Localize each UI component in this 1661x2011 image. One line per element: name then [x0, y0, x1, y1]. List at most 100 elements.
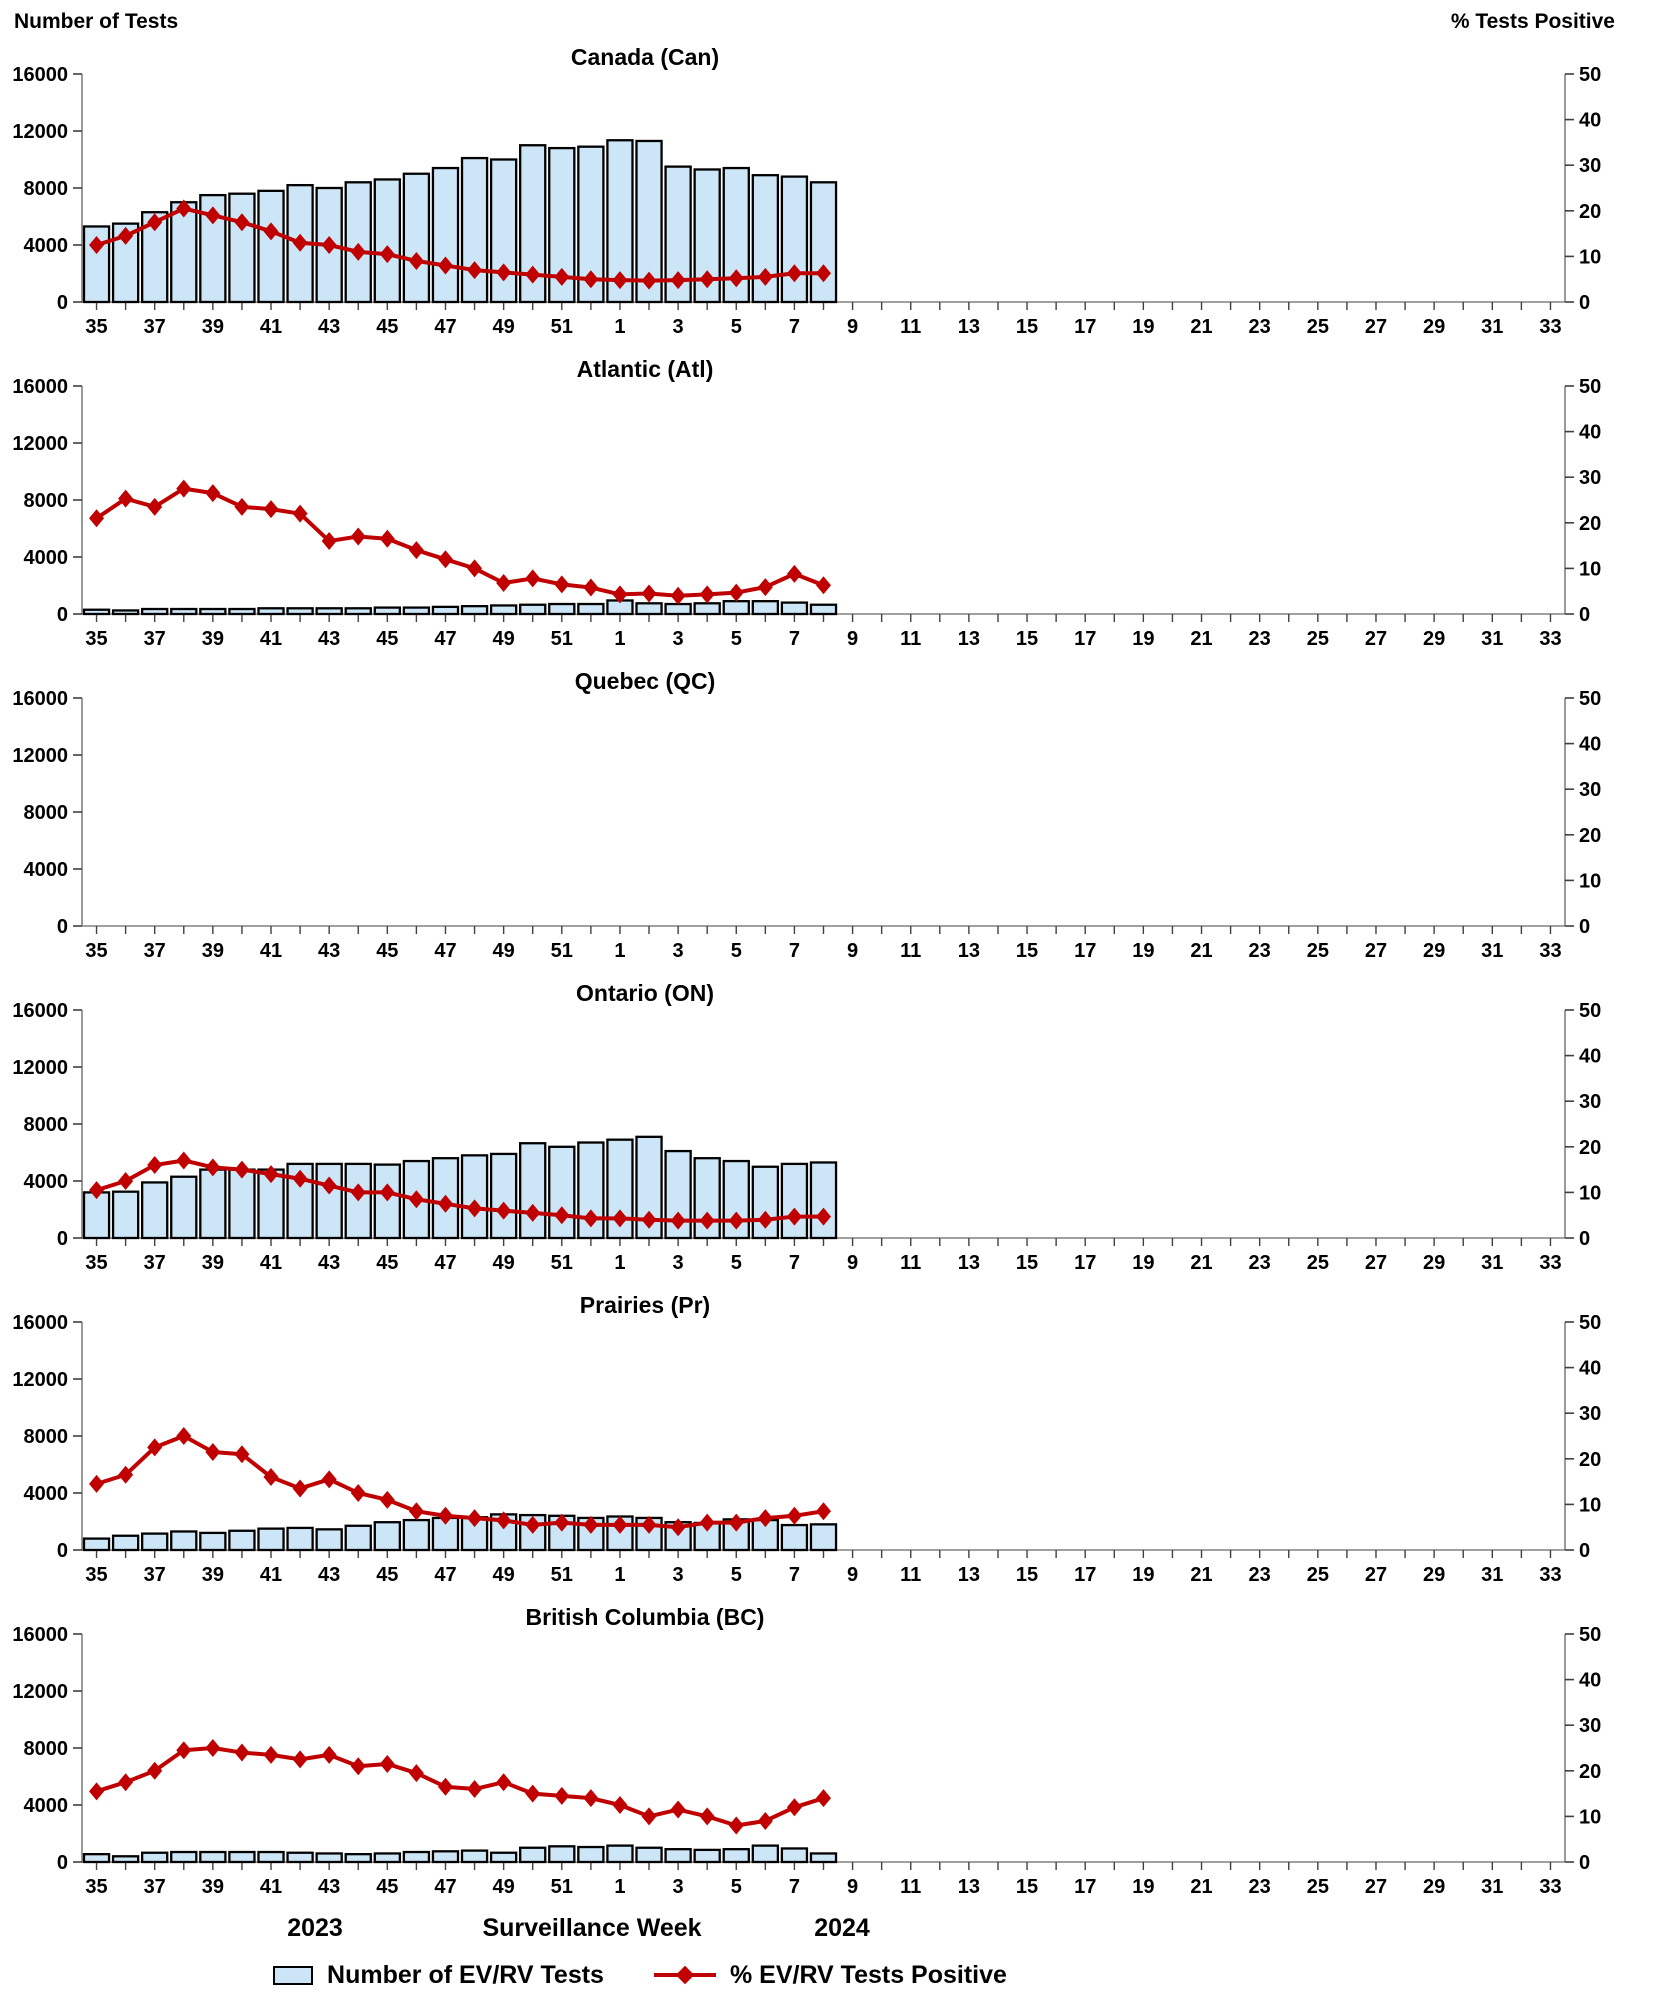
- left-tick-label: 16000: [12, 376, 68, 398]
- positivity-marker: [554, 1513, 570, 1532]
- tests-bar: [344, 1853, 372, 1864]
- week-tick-label: 33: [1539, 940, 1561, 962]
- positivity-marker: [467, 261, 483, 280]
- week-tick-label: 21: [1190, 1876, 1212, 1898]
- positivity-marker: [205, 1158, 221, 1177]
- positivity-marker: [118, 489, 134, 508]
- tests-bars-group: [82, 1513, 838, 1552]
- positivity-marker: [612, 1515, 628, 1534]
- week-tick-label: 25: [1307, 316, 1329, 338]
- positivity-marker: [641, 584, 657, 603]
- tests-bar: [402, 1850, 431, 1864]
- positivity-line-group: [89, 1151, 831, 1230]
- panel-title-ontario: Ontario (ON): [576, 980, 714, 1006]
- left-axis-ticks: 0 4000 8000 12000 16000: [12, 64, 82, 314]
- tests-bar: [693, 1157, 721, 1240]
- tests-bar: [170, 607, 198, 616]
- positivity-marker: [147, 1156, 163, 1175]
- week-tick-label: 11: [900, 1564, 921, 1586]
- positivity-marker: [321, 236, 337, 254]
- tests-bar: [111, 609, 140, 616]
- week-tick-label: 43: [318, 628, 340, 650]
- legend-bar-swatch: [273, 1965, 314, 1985]
- positivity-marker: [699, 270, 715, 289]
- week-tick-label: 29: [1423, 1252, 1445, 1274]
- panel-british-columbia: British Columbia (BC) 0 4000 8000 12000 1600…: [0, 1600, 1661, 1912]
- week-tick-label: 21: [1190, 1564, 1212, 1586]
- week-tick-label: 41: [260, 1564, 282, 1586]
- week-tick-label: 17: [1074, 316, 1096, 338]
- tests-bar: [199, 607, 227, 616]
- week-tick-label: 7: [789, 316, 800, 338]
- positivity-marker: [816, 1207, 831, 1226]
- tests-bar: [228, 1168, 256, 1240]
- positivity-marker: [205, 484, 221, 503]
- positivity-marker: [408, 541, 424, 560]
- tests-bar: [141, 607, 169, 616]
- week-tick-label: 47: [434, 940, 456, 962]
- left-tick-label: 4000: [24, 859, 69, 881]
- week-tick-label: 5: [731, 1564, 742, 1586]
- axes: [81, 1634, 1566, 1863]
- panel-quebec: Quebec (QC) 0 4000 8000 12000 16000 0 10 20 30 40…: [0, 664, 1661, 976]
- positivity-marker: [728, 1816, 744, 1835]
- tests-bar: [228, 192, 256, 304]
- positivity-marker: [728, 1211, 744, 1230]
- left-tick-label: 12000: [12, 1369, 68, 1391]
- week-tick-label: 37: [144, 1252, 166, 1274]
- positivity-marker: [612, 271, 628, 290]
- positivity-marker: [321, 1176, 337, 1195]
- tests-bar: [257, 1850, 285, 1864]
- right-tick-label: 0: [1579, 1228, 1590, 1250]
- week-tick-label: 33: [1539, 1876, 1561, 1898]
- week-tick-label: 23: [1249, 940, 1271, 962]
- right-tick-label: 30: [1579, 779, 1601, 801]
- week-tick-label: 35: [85, 316, 107, 338]
- week-tick-label: 45: [376, 940, 398, 962]
- right-tick-label: 0: [1579, 916, 1590, 938]
- tests-bar: [460, 1154, 489, 1240]
- week-tick-label: 25: [1307, 1876, 1329, 1898]
- tests-bar: [315, 607, 343, 616]
- positivity-marker: [641, 271, 657, 290]
- week-tick-label: 49: [493, 1564, 515, 1586]
- week-tick-label: 29: [1423, 316, 1445, 338]
- week-tick-label: 47: [434, 1564, 456, 1586]
- week-tick-label: 19: [1132, 628, 1154, 650]
- positivity-marker: [234, 1445, 250, 1464]
- week-tick-label: 19: [1132, 940, 1154, 962]
- right-tick-label: 20: [1579, 825, 1601, 847]
- tests-bar: [141, 1851, 169, 1864]
- tests-bar: [199, 1531, 227, 1552]
- week-tick-label: 37: [144, 1564, 166, 1586]
- positivity-marker: [816, 1502, 831, 1521]
- tests-bar: [751, 1165, 780, 1240]
- positivity-marker: [263, 222, 279, 241]
- tests-bar: [664, 1848, 692, 1864]
- positivity-marker: [263, 1745, 279, 1764]
- week-tick-label: 15: [1016, 1564, 1038, 1586]
- tests-bar: [373, 1852, 402, 1864]
- week-tick-label: 19: [1132, 1252, 1154, 1274]
- right-tick-label: 30: [1579, 155, 1601, 177]
- left-tick-label: 4000: [24, 1795, 69, 1817]
- positivity-marker: [89, 1474, 105, 1493]
- left-tick-label: 16000: [12, 1312, 68, 1334]
- positivity-marker: [89, 1181, 105, 1200]
- week-tick-label: 3: [673, 316, 684, 338]
- week-tick-label: 23: [1249, 628, 1271, 650]
- left-tick-label: 4000: [24, 235, 69, 257]
- right-tick-label: 50: [1579, 1000, 1601, 1022]
- positivity-marker: [176, 479, 192, 498]
- week-tick-label: 37: [144, 316, 166, 338]
- week-tick-label: 35: [85, 1564, 107, 1586]
- week-axis: 35 37 39 41 43 45 47 49 51 1 3 5 7 9 11 13 15 17 19 21 23 25 2…: [85, 614, 1562, 650]
- left-tick-label: 4000: [24, 547, 69, 569]
- week-tick-label: 13: [958, 1252, 980, 1274]
- left-tick-label: 0: [57, 1852, 68, 1874]
- positivity-marker: [757, 578, 773, 597]
- right-tick-label: 50: [1579, 64, 1601, 86]
- tests-bar: [170, 1175, 198, 1240]
- panel-prairies: Prairies (Pr) 0 4000 8000 12000 16000 0 10 20 30…: [0, 1288, 1661, 1600]
